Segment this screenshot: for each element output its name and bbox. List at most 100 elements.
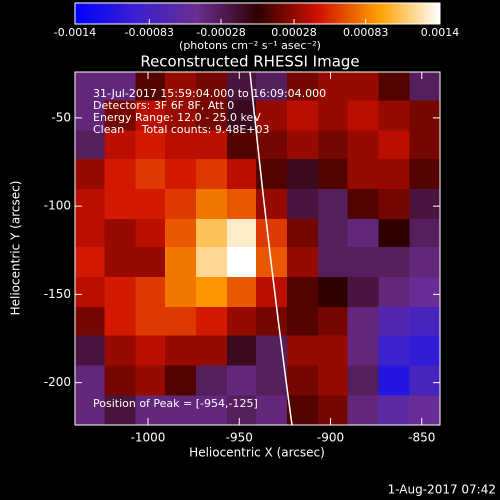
- colorbar-tick-label: 0.0014: [421, 26, 460, 39]
- cell: [347, 307, 380, 339]
- cell: [195, 277, 228, 309]
- cell: [135, 188, 168, 220]
- cell: [256, 307, 289, 339]
- cell: [347, 218, 380, 250]
- cell: [195, 100, 228, 132]
- cell: [195, 395, 228, 425]
- cell: [195, 247, 228, 279]
- cell: [256, 100, 289, 132]
- annotation: Clean Total counts: 9.48E+03: [93, 123, 270, 136]
- cell: [164, 247, 197, 279]
- cell: [226, 247, 259, 279]
- cell: [195, 72, 228, 102]
- cell: [287, 335, 320, 367]
- cell: [164, 218, 197, 250]
- cell: [287, 158, 320, 190]
- cell: [347, 365, 380, 397]
- cell: [318, 307, 351, 339]
- cell: [164, 335, 197, 367]
- cell: [164, 130, 197, 162]
- colorbar-tick-label: 0.00083: [343, 26, 389, 39]
- plot-frame: [74, 71, 441, 426]
- cell: [75, 72, 106, 102]
- cell: [164, 365, 197, 397]
- cell: [256, 218, 289, 250]
- x-axis-label: Heliocentric X (arcsec): [189, 446, 325, 460]
- cell: [287, 247, 320, 279]
- cell: [378, 188, 411, 220]
- cell: [195, 130, 228, 162]
- cell: [347, 158, 380, 190]
- cell: [347, 335, 380, 367]
- cell: [226, 277, 259, 309]
- cell: [287, 395, 320, 425]
- x-tick-label: -850: [408, 431, 435, 445]
- cell: [226, 307, 259, 339]
- cell: [318, 365, 351, 397]
- cell: [75, 365, 106, 397]
- cell: [226, 130, 259, 162]
- cell: [256, 277, 289, 309]
- cell: [164, 72, 197, 102]
- cell: [104, 130, 137, 162]
- annotation: 31-Jul-2017 15:59:04.000 to 16:09:04.000: [93, 87, 326, 100]
- cell: [287, 188, 320, 220]
- cell: [318, 247, 351, 279]
- x-tick-label: -1000: [131, 431, 166, 445]
- cell: [318, 100, 351, 132]
- chart-title: Reconstructed RHESSI Image: [140, 53, 359, 71]
- y-axis-label: Heliocentric Y (arcsec): [9, 181, 23, 316]
- cell: [135, 72, 168, 102]
- cell: [226, 365, 259, 397]
- cell: [226, 158, 259, 190]
- cell: [135, 335, 168, 367]
- cell: [378, 277, 411, 309]
- cell: [135, 100, 168, 132]
- cell: [195, 188, 228, 220]
- cell: [75, 158, 106, 190]
- cell: [135, 307, 168, 339]
- cell: [347, 188, 380, 220]
- cell: [135, 365, 168, 397]
- cell: [256, 365, 289, 397]
- cell: [347, 247, 380, 279]
- cell: [164, 100, 197, 132]
- cell: [318, 188, 351, 220]
- cell: [287, 100, 320, 132]
- cell: [75, 188, 106, 220]
- cell: [164, 158, 197, 190]
- cell: [256, 395, 289, 425]
- cell: [104, 335, 137, 367]
- cell: [287, 72, 320, 102]
- cell: [256, 72, 289, 102]
- cell: [409, 130, 440, 162]
- cell: [164, 307, 197, 339]
- cell: [104, 395, 137, 425]
- cell: [75, 218, 106, 250]
- cell: [318, 395, 351, 425]
- cell: [347, 130, 380, 162]
- cell: [104, 100, 137, 132]
- cell: [318, 218, 351, 250]
- cell: [409, 72, 440, 102]
- annotation: Energy Range: 12.0 - 25.0 keV: [93, 111, 261, 124]
- cell: [378, 307, 411, 339]
- cell: [164, 395, 197, 425]
- cell: [104, 158, 137, 190]
- colorbar-label: (photons cm⁻² s⁻¹ asec⁻²): [179, 39, 321, 52]
- cell: [409, 335, 440, 367]
- y-tick-label: -150: [44, 287, 71, 301]
- cell: [318, 158, 351, 190]
- cell: [226, 72, 259, 102]
- cell: [409, 395, 440, 425]
- cell: [318, 335, 351, 367]
- footer-date: 1-Aug-2017 07:42: [388, 483, 496, 497]
- cell: [347, 72, 380, 102]
- cell: [318, 277, 351, 309]
- cell: [226, 395, 259, 425]
- solar-limb: [249, 72, 293, 425]
- cell: [104, 307, 137, 339]
- cell: [318, 72, 351, 102]
- cell: [195, 158, 228, 190]
